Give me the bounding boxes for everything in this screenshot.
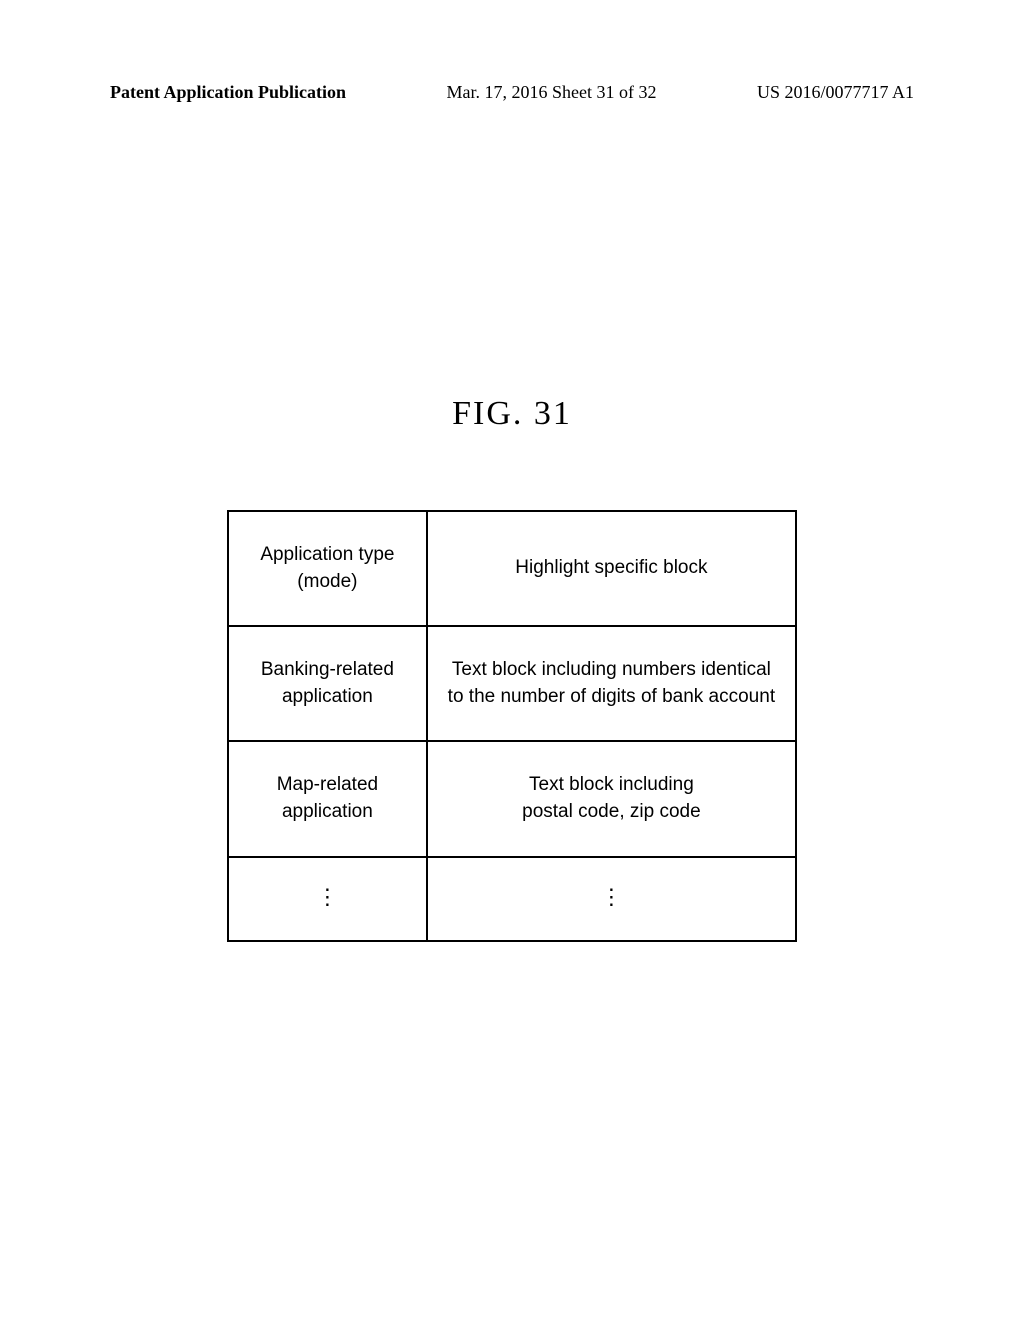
cell-text: to the number of digits of bank account xyxy=(448,686,775,707)
cell-text: Text block including numbers identical xyxy=(452,659,771,680)
cell-text: postal code, zip code xyxy=(522,801,701,822)
table-cell: Text block including numbers identical t… xyxy=(427,626,796,741)
cell-text: (mode) xyxy=(297,571,357,592)
cell-text: Map-related xyxy=(277,774,378,795)
header-left-text: Patent Application Publication xyxy=(110,82,346,103)
cell-text: Text block including xyxy=(529,774,694,795)
table-cell: Text block including postal code, zip co… xyxy=(427,741,796,856)
page-header: Patent Application Publication Mar. 17, … xyxy=(0,82,1024,103)
table-row: Banking-related application Text block i… xyxy=(228,626,796,741)
vertical-ellipsis-icon xyxy=(316,891,338,902)
cell-text: application xyxy=(282,686,373,707)
table-row xyxy=(228,857,796,942)
table-cell-header-left: Application type (mode) xyxy=(228,511,427,626)
table-row: Application type (mode) Highlight specif… xyxy=(228,511,796,626)
figure-table: Application type (mode) Highlight specif… xyxy=(227,510,797,942)
table-row: Map-related application Text block inclu… xyxy=(228,741,796,856)
header-center-text: Mar. 17, 2016 Sheet 31 of 32 xyxy=(447,82,657,103)
table-cell-ellipsis xyxy=(427,857,796,942)
table-cell-header-right: Highlight specific block xyxy=(427,511,796,626)
table-cell: Map-related application xyxy=(228,741,427,856)
table-cell-ellipsis xyxy=(228,857,427,942)
header-right-text: US 2016/0077717 A1 xyxy=(757,82,914,103)
highlight-block-table: Application type (mode) Highlight specif… xyxy=(227,510,797,942)
cell-text: Application type xyxy=(260,544,394,565)
vertical-ellipsis-icon xyxy=(600,891,622,902)
table-cell: Banking-related application xyxy=(228,626,427,741)
cell-text: application xyxy=(282,801,373,822)
cell-text: Banking-related xyxy=(261,659,394,680)
figure-label: FIG. 31 xyxy=(452,395,572,433)
cell-text: Highlight specific block xyxy=(515,557,707,578)
